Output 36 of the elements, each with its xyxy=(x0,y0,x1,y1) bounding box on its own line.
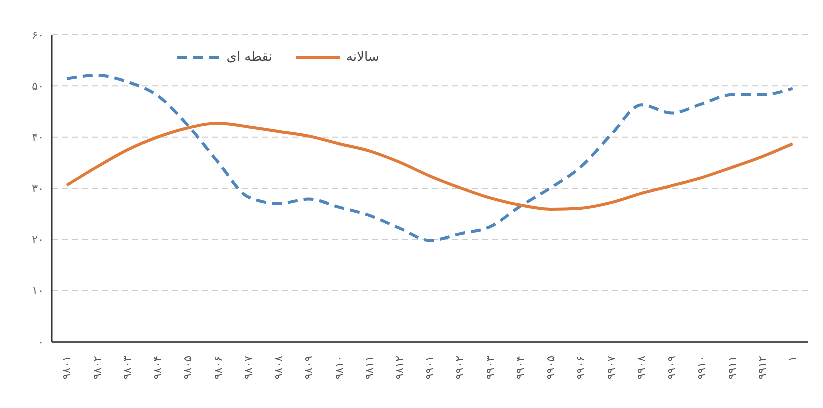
x-tick-label: ۹۸۰۹ xyxy=(302,356,316,380)
x-tick-label: ۹۹۱۰ xyxy=(696,356,709,380)
x-tick-label: ۱ xyxy=(786,356,800,362)
x-tick-label: ۹۸۰۴ xyxy=(151,356,164,380)
y-tick-label: ۴۰ xyxy=(32,131,44,144)
x-tick-label: ۹۸۰۶ xyxy=(212,356,225,380)
line-series xyxy=(66,74,794,242)
x-tick-label: ۹۸۱۰ xyxy=(332,356,346,380)
x-tick-label: ۹۸۱۱ xyxy=(363,356,376,380)
x-tick-label: ۹۸۱۲ xyxy=(393,356,406,380)
x-tick-label: ۹۹۰۱ xyxy=(424,356,436,380)
x-tick-label: ۹۸۰۱ xyxy=(60,356,74,380)
y-tick-label: ۲۰ xyxy=(32,234,44,247)
y-tick-label: ۰ xyxy=(38,336,44,349)
x-tick-label: ۹۹۱۲ xyxy=(756,356,770,380)
x-tick-label: ۹۹۰۶ xyxy=(574,356,588,380)
x-tick-label: ۹۹۰۲ xyxy=(454,356,467,380)
x-tick-label: ۹۸۰۲ xyxy=(90,356,104,380)
x-tick-label: ۹۹۰۹ xyxy=(665,356,678,380)
x-tick-label: ۹۹۱۱ xyxy=(726,356,739,380)
x-tick-label: ۹۸۰۸ xyxy=(272,356,286,380)
y-tick-label: ۱۰ xyxy=(32,284,44,298)
x-tick-label: ۹۹۰۳ xyxy=(484,356,497,380)
legend-label: سالانه xyxy=(346,50,380,65)
y-tick-label: ۵۰ xyxy=(32,80,44,94)
x-tick-label: ۹۹۰۴ xyxy=(514,356,528,380)
x-tick-label: ۹۹۰۷ xyxy=(604,356,618,380)
y-tick-label: ۳۰ xyxy=(32,182,44,196)
y-tick-label: ۶۰ xyxy=(32,28,44,42)
x-tick-label: ۹۹۰۵ xyxy=(544,356,558,380)
legend-label: نقطه ای xyxy=(226,50,272,65)
x-tick-label: ۹۸۰۷ xyxy=(242,356,256,380)
x-tick-label: ۹۸۰۵ xyxy=(182,356,195,380)
line-series xyxy=(66,122,794,211)
x-tick-label: ۹۸۰۳ xyxy=(121,356,134,380)
x-tick-label: ۹۹۰۸ xyxy=(635,356,648,380)
